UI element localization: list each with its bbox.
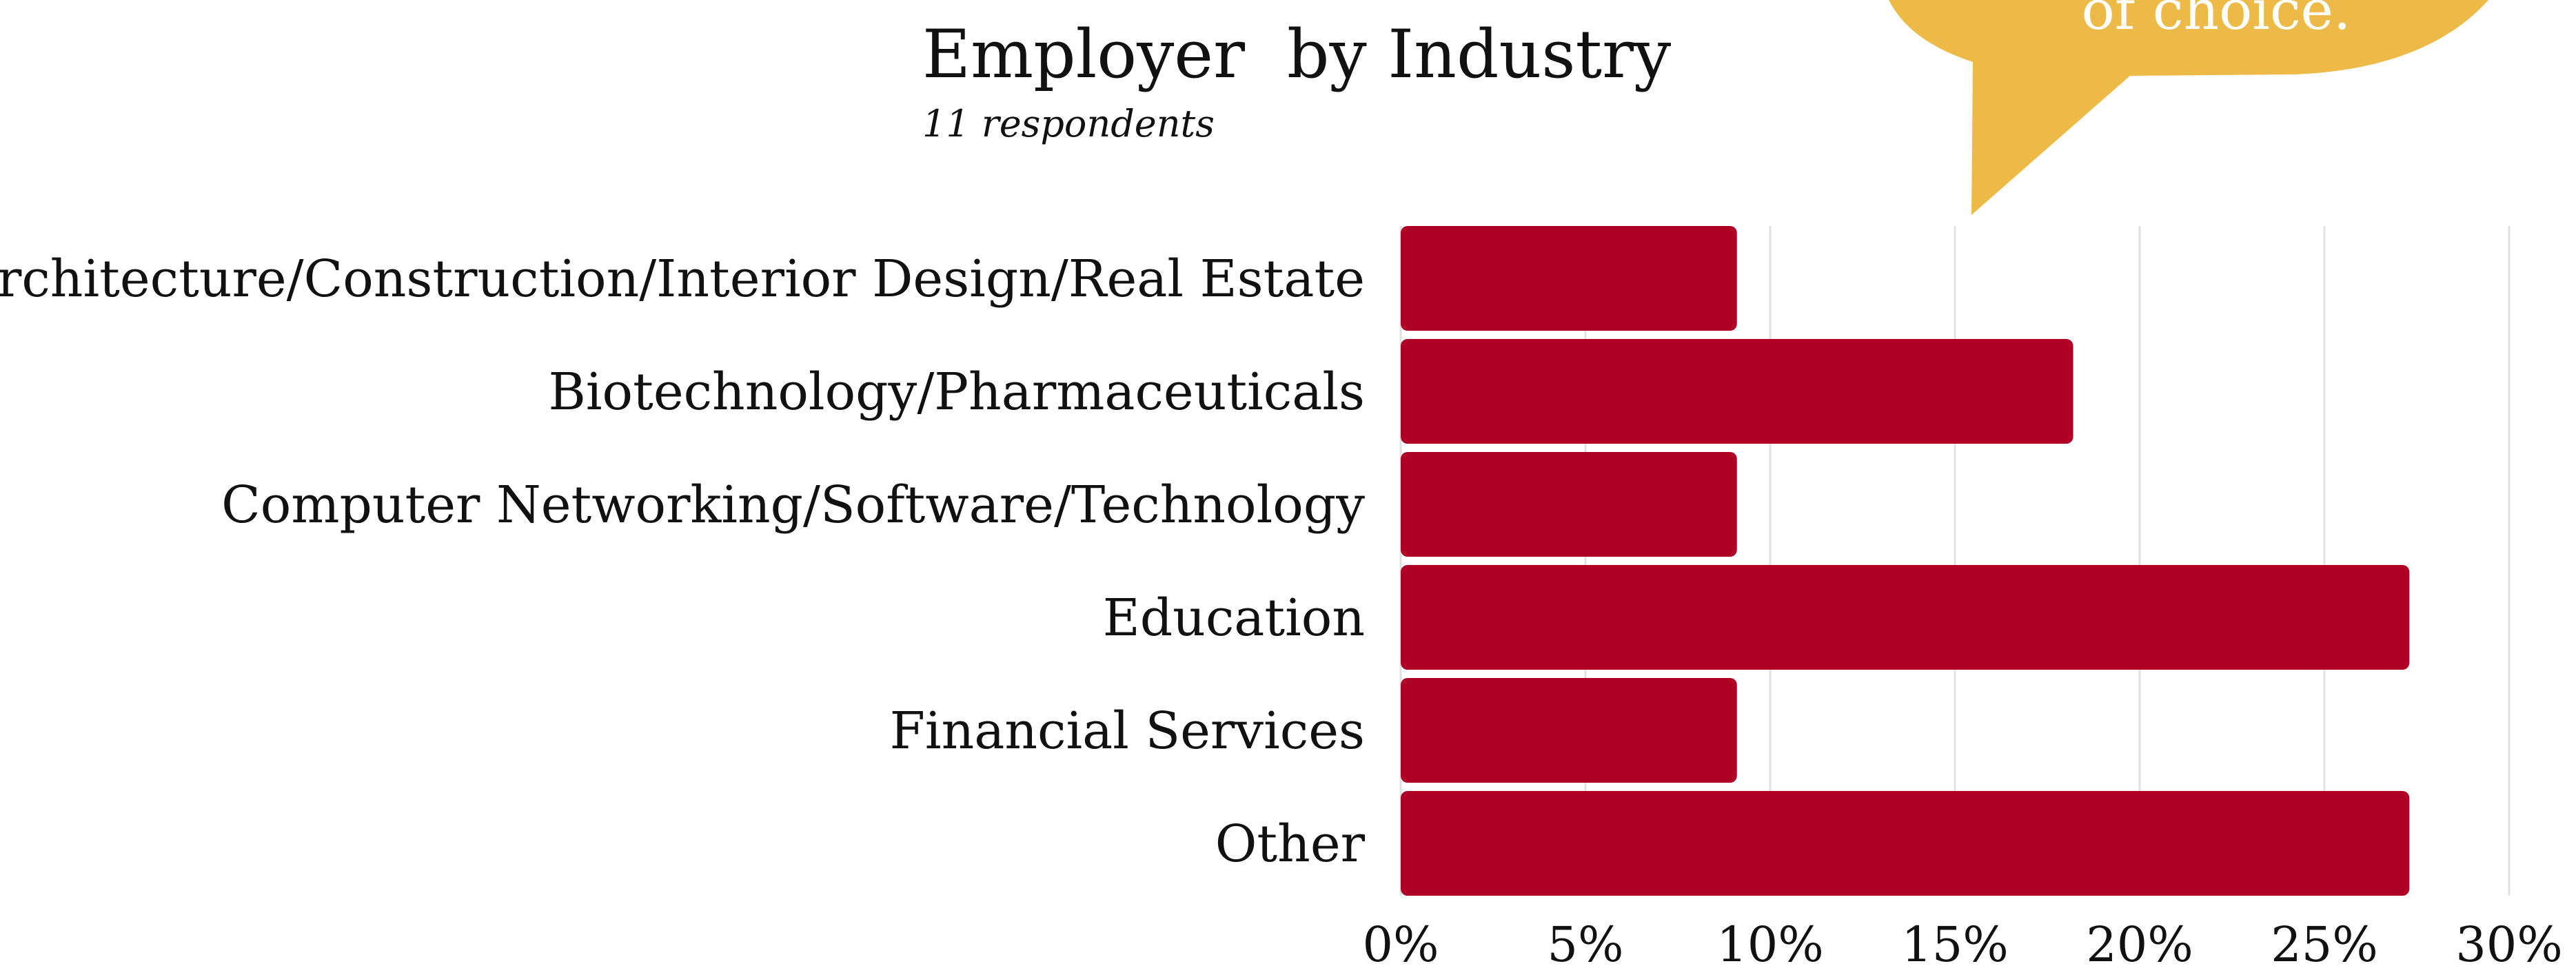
category-label-4: Education xyxy=(1103,588,1365,648)
bar-1 xyxy=(1401,226,1737,331)
bar-4 xyxy=(1401,565,2410,670)
bars xyxy=(1401,226,2410,896)
chart-title: Employer by Industry xyxy=(922,16,1671,93)
x-tick-label-15: 15% xyxy=(1901,916,2009,966)
gridlines xyxy=(1399,226,2511,896)
x-tick-label-0: 0% xyxy=(1362,916,1439,966)
chart-subtitle: 11 respondents xyxy=(922,102,1215,145)
callout-bubble: of choice. xyxy=(1889,0,2488,215)
callout-shape xyxy=(1889,0,2488,215)
x-tick-label-5: 5% xyxy=(1547,916,1623,966)
x-tick-label-25: 25% xyxy=(2271,916,2378,966)
bar-2 xyxy=(1401,339,2073,444)
x-tick-label-10: 10% xyxy=(1716,916,1824,966)
category-labels: Architecture/Construction/Interior Desig… xyxy=(0,249,1366,874)
x-tick-label-30: 30% xyxy=(2455,916,2563,966)
x-tick-label-20: 20% xyxy=(2086,916,2193,966)
bar-6 xyxy=(1401,791,2410,896)
callout-text: of choice. xyxy=(2082,0,2351,42)
category-label-1: Architecture/Construction/Interior Desig… xyxy=(0,249,1365,309)
bar-5 xyxy=(1401,678,1737,783)
category-label-2: Biotechnology/Pharmaceuticals xyxy=(548,362,1365,422)
category-label-6: Other xyxy=(1215,814,1366,874)
bar-3 xyxy=(1401,452,1737,557)
category-label-3: Computer Networking/Software/Technology xyxy=(221,475,1365,535)
x-axis-ticks: 0% 5% 10% 15% 20% 25% 30% xyxy=(1362,916,2562,966)
category-label-5: Financial Services xyxy=(890,701,1365,761)
